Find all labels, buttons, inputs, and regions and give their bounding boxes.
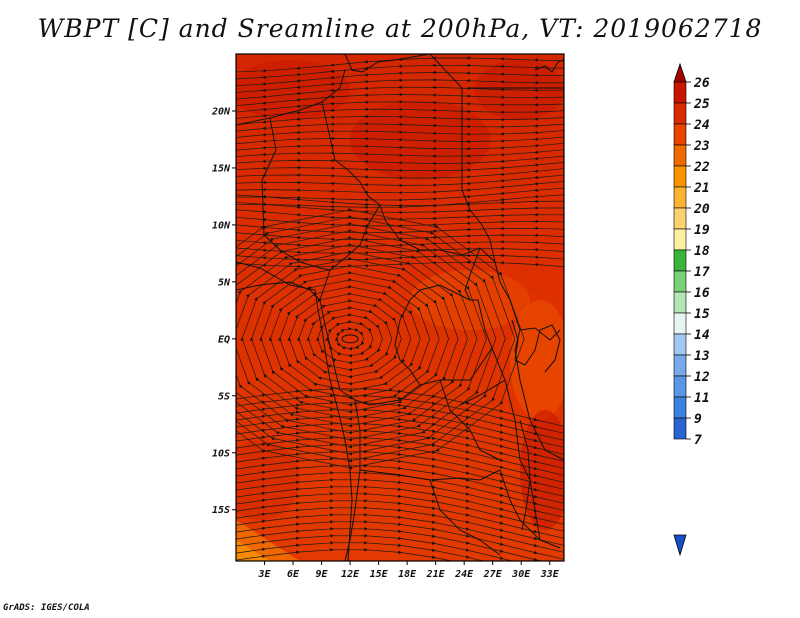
- coastline-north: [534, 59, 564, 73]
- streamline: [236, 533, 538, 561]
- lat-tick-label: 15N: [212, 163, 231, 174]
- colorbar-label: 24: [693, 118, 710, 133]
- lon-tick-label: 30E: [511, 569, 531, 580]
- streamline: [236, 114, 564, 126]
- colorbar-segment: [673, 333, 687, 356]
- streamline: [236, 122, 564, 132]
- colorbar-segment: [673, 102, 687, 125]
- lon-tick-label: 21E: [426, 569, 446, 580]
- colorbar-label: 9: [694, 412, 702, 427]
- colorbar-segment: [673, 270, 687, 293]
- colorbar-label: 25: [693, 97, 710, 112]
- streamline: [236, 155, 564, 166]
- lake-outline: [511, 319, 561, 373]
- colorbar: 26 25 24 23 22 21 20 19 18 17 16 15 14 13 12 11 9 7: [673, 62, 710, 557]
- colorbar-segment: [673, 312, 687, 335]
- colorbar-label: 15: [694, 307, 710, 322]
- colorbar-segment: [673, 417, 687, 440]
- chart-title: WBPT [C] and Sreamline at 200hPa, VT: 20…: [37, 14, 763, 43]
- lat-tick-label: 5N: [218, 277, 231, 288]
- colorbar-segment: [673, 165, 687, 188]
- colorbar-segment: [673, 375, 687, 398]
- lon-tick-label: 6E: [287, 569, 300, 580]
- colorbar-label: 20: [693, 202, 710, 217]
- streamline: [236, 136, 564, 145]
- lat-tick-label: 15S: [212, 505, 230, 516]
- coastline: [236, 261, 353, 561]
- streamline: [236, 547, 538, 561]
- colorbar-label: 17: [694, 265, 710, 280]
- colorbar-label: 18: [694, 244, 710, 259]
- colorbar-segment: [673, 354, 687, 377]
- streamlines: [236, 56, 564, 561]
- lat-tick-label: 20N: [211, 106, 231, 117]
- colorbar-label: 22: [693, 160, 710, 175]
- lake-malawi: [519, 419, 531, 531]
- colorbar-segment: [673, 291, 687, 314]
- lon-tick-label: 15E: [370, 569, 389, 580]
- colorbar-label: 11: [694, 391, 710, 406]
- colorbar-segment: [673, 186, 687, 209]
- lon-tick-label: 12E: [341, 569, 360, 580]
- colorbar-segment: [673, 81, 687, 104]
- colorbar-bottom-arrow: [673, 534, 687, 557]
- colorbar-label: 21: [693, 181, 710, 196]
- colorbar-label: 23: [693, 139, 710, 154]
- lat-tick-label: 10S: [212, 448, 230, 459]
- lon-tick-label: 33E: [540, 569, 560, 580]
- footer-credit: GrADS: IGES/COLA: [3, 603, 90, 613]
- colorbar-segment: [673, 207, 687, 230]
- colorbar-label: 13: [694, 349, 710, 364]
- lat-tick-label: 5S: [218, 391, 230, 402]
- colorbar-label: 16: [694, 286, 710, 301]
- lon-tick-label: 18E: [398, 569, 417, 580]
- longitude-axis: 3E 6E 9E 12E 15E 18E 21E 24E 27E 30E 33E: [257, 561, 560, 580]
- lat-tick-label: EQ: [218, 334, 230, 345]
- lon-tick-label: 27E: [483, 569, 503, 580]
- streamline: [236, 540, 538, 561]
- map-frame: [235, 53, 565, 562]
- colorbar-label: 14: [694, 328, 710, 343]
- streamline: [236, 149, 564, 158]
- colorbar-segment: [673, 123, 687, 146]
- streamline: [236, 142, 564, 151]
- latitude-axis: 20N 15N 10N 5N EQ 5S 10S 15S: [211, 106, 236, 516]
- streamline: [236, 100, 564, 113]
- colorbar-segment: [673, 144, 687, 167]
- colorbar-segment: [673, 249, 687, 272]
- colorbar-segment: [673, 396, 687, 419]
- country-borders: [236, 54, 564, 561]
- colorbar-segment: [673, 228, 687, 251]
- colorbar-label: 7: [694, 433, 702, 448]
- lon-tick-label: 9E: [316, 569, 329, 580]
- streamline: [236, 129, 564, 138]
- colorbar-label: 19: [694, 223, 710, 238]
- lon-tick-label: 3E: [257, 569, 271, 580]
- lon-tick-label: 24E: [454, 569, 474, 580]
- colorbar-label: 26: [693, 76, 710, 91]
- cyclone-eye: [341, 334, 359, 344]
- lat-tick-label: 10N: [212, 220, 231, 231]
- map-area: [236, 54, 564, 561]
- colorbar-label: 12: [694, 370, 710, 385]
- colorbar-top-arrow: [673, 62, 687, 83]
